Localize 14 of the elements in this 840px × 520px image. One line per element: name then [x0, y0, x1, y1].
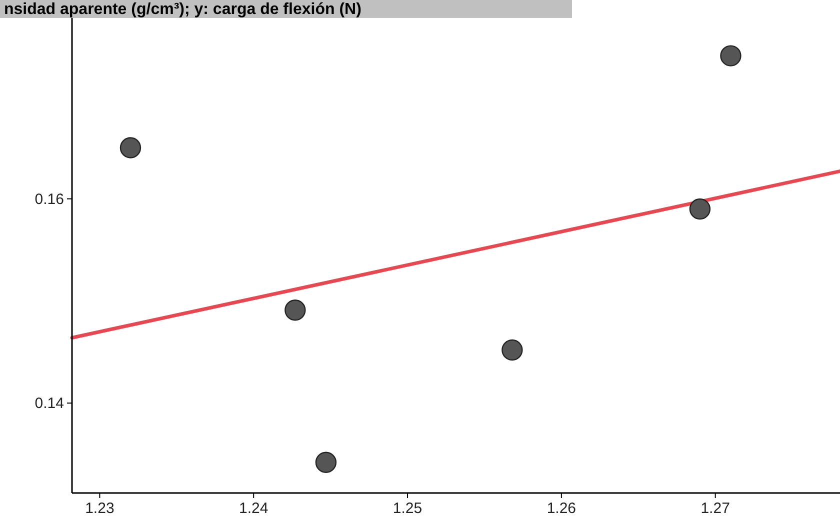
point — [120, 137, 142, 158]
point — [720, 45, 742, 66]
y-tick-label: 0.16 — [34, 190, 64, 208]
x-tick-label: 1.25 — [392, 500, 422, 517]
x-tick-label: 1.23 — [85, 500, 114, 517]
point — [502, 339, 523, 361]
point — [689, 198, 711, 220]
chart-title: nsidad aparente (g/cm³); y: carga de flexión (N) — [4, 1, 362, 18]
point — [284, 300, 306, 321]
y-tick-label: 0.14 — [34, 395, 64, 412]
point — [315, 452, 337, 473]
x-tick-label: 1.27 — [700, 500, 730, 517]
x-tick-label: 1.26 — [546, 500, 576, 517]
x-tick-label: 1.24 — [239, 500, 268, 517]
